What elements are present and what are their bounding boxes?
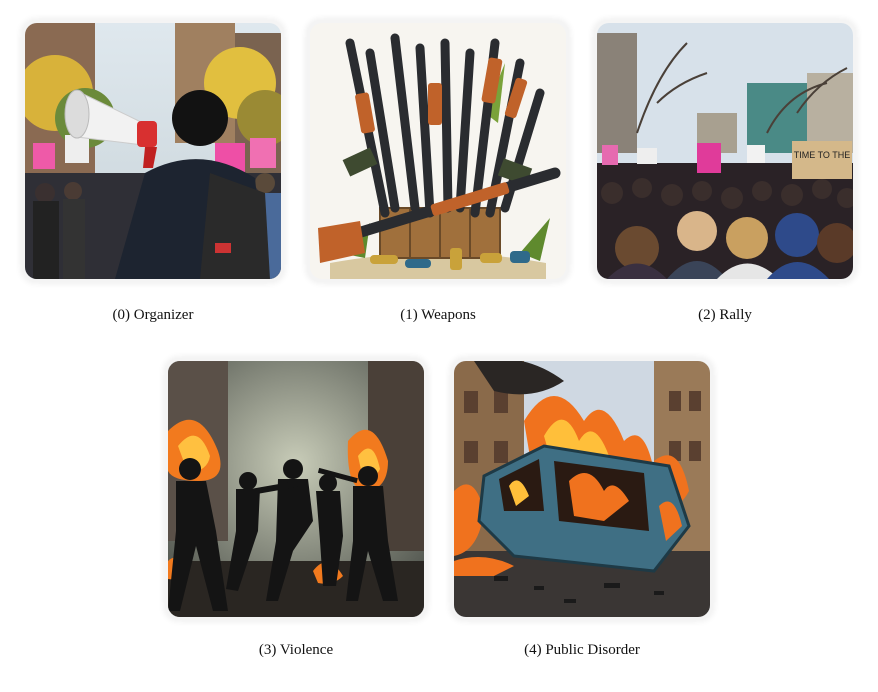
- caption-organizer: (0) Organizer: [112, 307, 194, 323]
- image-frame: TIME TO THE: [594, 20, 856, 282]
- public-disorder-image: [454, 361, 710, 617]
- weapons-illustration: [310, 23, 566, 279]
- violence-illustration: [168, 361, 424, 617]
- weapons-image: [310, 23, 566, 279]
- public-disorder-illustration: [454, 361, 710, 617]
- caption-violence: (3) Violence: [258, 642, 334, 658]
- rally-sign-text: TIME TO THE: [794, 150, 851, 160]
- caption-rally: (2) Rally: [698, 307, 752, 323]
- rally-illustration: TIME TO THE: [597, 23, 853, 279]
- caption-weapons: (1) Weapons: [400, 307, 476, 323]
- organizer-illustration: [25, 23, 281, 279]
- violence-image: [168, 361, 424, 617]
- image-frame: [22, 20, 284, 282]
- organizer-image: [25, 23, 281, 279]
- image-frame: [165, 358, 427, 620]
- rally-image: TIME TO THE: [597, 23, 853, 279]
- image-frame: [307, 20, 569, 282]
- image-frame: [451, 358, 713, 620]
- caption-public-disorder: (4) Public Disorder: [524, 642, 640, 658]
